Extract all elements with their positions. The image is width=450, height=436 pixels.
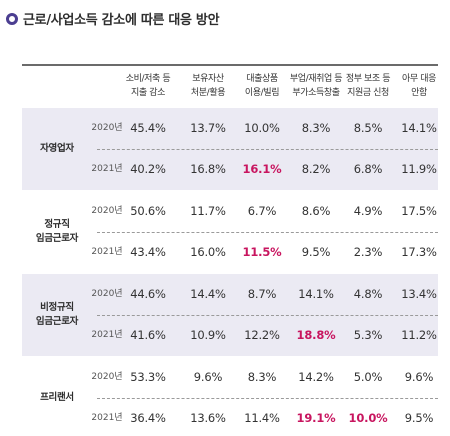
table-cell: 8.3% bbox=[247, 370, 277, 384]
table-cell: 11.5% bbox=[242, 245, 282, 259]
table-cell: 9.5% bbox=[301, 245, 331, 259]
table-cell: 10.9% bbox=[190, 328, 226, 342]
table-cell: 16.0% bbox=[190, 245, 226, 259]
table-cell: 5.0% bbox=[353, 370, 383, 384]
table-cell: 8.5% bbox=[353, 121, 383, 135]
table-cell: 13.4% bbox=[401, 287, 437, 301]
table-cell: 9.6% bbox=[193, 370, 223, 384]
column-header: 보유자산 처분/활용 bbox=[190, 74, 226, 98]
table-row: 2021년 43.4% 16.0% 11.5% 9.5% 2.3% 17.3% bbox=[22, 232, 438, 273]
table-cell: 17.5% bbox=[401, 204, 437, 218]
column-header: 부업/재취업 등 부가소득창출 bbox=[289, 74, 343, 98]
table-cell: 9.6% bbox=[404, 370, 434, 384]
table-cell: 8.2% bbox=[301, 162, 331, 176]
year-label: 2021년 bbox=[91, 330, 123, 340]
table-cell: 14.2% bbox=[298, 370, 334, 384]
table-row: 2021년 40.2% 16.8% 16.1% 8.2% 6.8% 11.9% bbox=[22, 149, 438, 190]
group-label: 자영업자 bbox=[40, 143, 74, 154]
row-divider bbox=[97, 149, 438, 150]
table-cell: 2.3% bbox=[353, 245, 383, 259]
table-cell: 44.6% bbox=[130, 287, 166, 301]
title-row: 근로/사업소득 감소에 따른 대응 방안 bbox=[6, 9, 220, 28]
group-label: 비정규직 임금근로자 bbox=[35, 302, 79, 327]
table-header: 소비/저축 등 지출 감소 보유자산 처분/활용 대출상품 이용/빌림 부업/재취업 … bbox=[22, 72, 438, 106]
table-cell: 19.1% bbox=[296, 411, 336, 425]
table-row: 2020년 50.6% 11.7% 6.7% 8.6% 4.9% 17.5% bbox=[22, 191, 438, 232]
row-divider bbox=[97, 398, 438, 399]
table-cell: 8.3% bbox=[301, 121, 331, 135]
column-header: 대출상품 이용/빌림 bbox=[244, 74, 280, 98]
table-group: 프리랜서 2020년 53.3% 9.6% 8.3% 14.2% 5.0% 9.6% 2021년… bbox=[22, 357, 438, 436]
table-top-rule bbox=[22, 64, 438, 66]
table-group: 정규직 임금근로자 2020년 50.6% 11.7% 6.7% 8.6% 4.9% 17.5… bbox=[22, 191, 438, 273]
table-cell: 17.3% bbox=[401, 245, 437, 259]
table-cell: 14.1% bbox=[298, 287, 334, 301]
year-label: 2021년 bbox=[91, 247, 123, 257]
table-cell: 10.0% bbox=[244, 121, 280, 135]
table-row: 2020년 45.4% 13.7% 10.0% 8.3% 8.5% 14.1% bbox=[22, 108, 438, 149]
table-cell: 53.3% bbox=[130, 370, 166, 384]
table-group: 자영업자 2020년 45.4% 13.7% 10.0% 8.3% 8.5% 14.1% 202… bbox=[22, 108, 438, 190]
table-cell: 11.2% bbox=[401, 328, 437, 342]
table-cell: 40.2% bbox=[130, 162, 166, 176]
table-row: 2021년 36.4% 13.6% 11.4% 19.1% 10.0% 9.5% bbox=[22, 398, 438, 436]
column-header: 정부 보조 등 지원금 신청 bbox=[345, 74, 391, 98]
table-cell: 11.7% bbox=[190, 204, 226, 218]
table-cell: 9.5% bbox=[404, 411, 434, 425]
table-cell: 16.1% bbox=[242, 162, 282, 176]
table-cell: 6.8% bbox=[353, 162, 383, 176]
column-header: 아무 대응 안함 bbox=[402, 74, 436, 98]
table-cell: 45.4% bbox=[130, 121, 166, 135]
table-cell: 13.7% bbox=[190, 121, 226, 135]
table-cell: 43.4% bbox=[130, 245, 166, 259]
table-cell: 8.6% bbox=[301, 204, 331, 218]
year-label: 2020년 bbox=[91, 123, 123, 133]
year-label: 2020년 bbox=[91, 372, 123, 382]
table-cell: 16.8% bbox=[190, 162, 226, 176]
group-label: 정규직 임금근로자 bbox=[35, 219, 79, 244]
group-label: 프리랜서 bbox=[40, 392, 74, 403]
table-cell: 13.6% bbox=[190, 411, 226, 425]
table-cell: 10.0% bbox=[348, 411, 388, 425]
table-group: 비정규직 임금근로자 2020년 44.6% 14.4% 8.7% 14.1% 4.8% 13… bbox=[22, 274, 438, 356]
table-cell: 4.9% bbox=[353, 204, 383, 218]
table-cell: 8.7% bbox=[247, 287, 277, 301]
table-cell: 11.9% bbox=[401, 162, 437, 176]
table-cell: 18.8% bbox=[296, 328, 336, 342]
row-divider bbox=[97, 315, 438, 316]
table-row: 2020년 53.3% 9.6% 8.3% 14.2% 5.0% 9.6% bbox=[22, 357, 438, 398]
column-header: 소비/저축 등 지출 감소 bbox=[125, 74, 171, 98]
table-cell: 41.6% bbox=[130, 328, 166, 342]
table-cell: 4.8% bbox=[353, 287, 383, 301]
circle-bullet-icon bbox=[6, 12, 18, 25]
table-cell: 5.3% bbox=[353, 328, 383, 342]
year-label: 2021년 bbox=[91, 413, 123, 423]
year-label: 2020년 bbox=[91, 206, 123, 216]
table-cell: 11.4% bbox=[244, 411, 280, 425]
year-label: 2020년 bbox=[91, 289, 123, 299]
table-cell: 12.2% bbox=[244, 328, 280, 342]
table-cell: 14.1% bbox=[401, 121, 437, 135]
table-row: 2021년 41.6% 10.9% 12.2% 18.8% 5.3% 11.2% bbox=[22, 315, 438, 356]
table-cell: 6.7% bbox=[247, 204, 277, 218]
table-cell: 50.6% bbox=[130, 204, 166, 218]
year-label: 2021년 bbox=[91, 164, 123, 174]
table-cell: 36.4% bbox=[130, 411, 166, 425]
page-title: 근로/사업소득 감소에 따른 대응 방안 bbox=[23, 13, 220, 28]
row-divider bbox=[97, 232, 438, 233]
table-row: 2020년 44.6% 14.4% 8.7% 14.1% 4.8% 13.4% bbox=[22, 274, 438, 315]
table-cell: 14.4% bbox=[190, 287, 226, 301]
